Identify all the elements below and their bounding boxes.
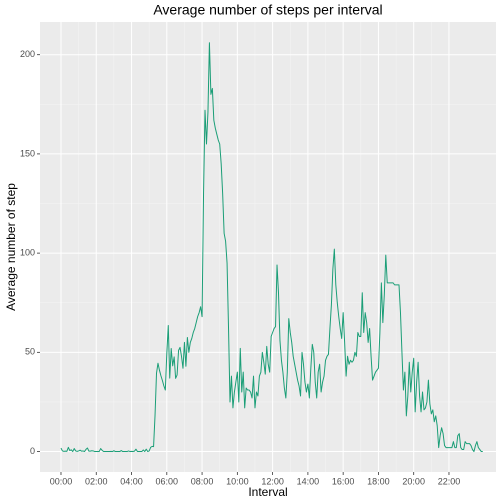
grid (40, 22, 496, 472)
x-tick-label: 20:00 (402, 476, 425, 486)
y-tick-label: 150 (20, 148, 35, 158)
y-axis-label: Average number of step (4, 183, 18, 311)
x-tick-label: 18:00 (367, 476, 390, 486)
y-tick-label: 100 (20, 247, 35, 257)
x-tick-label: 22:00 (438, 476, 461, 486)
x-tick-label: 06:00 (156, 476, 179, 486)
x-tick-label: 00:00 (50, 476, 73, 486)
axes: 0 50 100 150 200 00:00 02:00 04:00 06:00 08:00 10:… (20, 49, 460, 486)
x-tick-label: 16:00 (332, 476, 355, 486)
x-axis-label: Interval (248, 485, 287, 499)
panel-background (40, 22, 496, 472)
x-tick-label: 08:00 (191, 476, 214, 486)
x-tick-label: 14:00 (297, 476, 320, 486)
x-tick-label: 04:00 (120, 476, 143, 486)
y-tick-label: 200 (20, 49, 35, 59)
x-tick-label: 02:00 (85, 476, 108, 486)
x-tick-label: 12:00 (261, 476, 284, 486)
y-tick-label: 0 (30, 446, 35, 456)
y-tick-label: 50 (25, 347, 35, 357)
marks (60, 42, 483, 453)
series-line (60, 42, 483, 453)
x-tick-label: 10:00 (226, 476, 249, 486)
chart-title: Average number of steps per interval (153, 2, 382, 18)
